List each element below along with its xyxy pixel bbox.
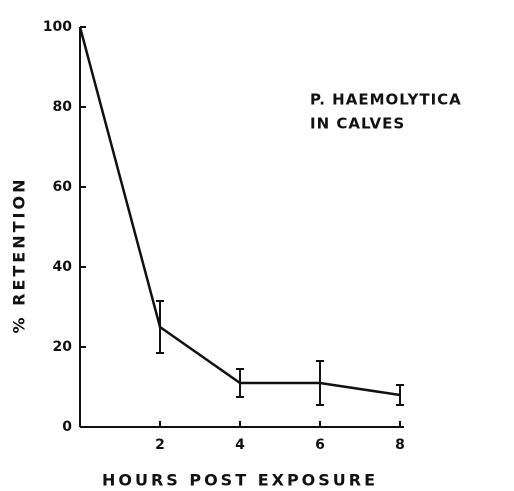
error-bar [156,300,164,354]
y-axis-label: % RETENTION [10,177,29,334]
x-tick-label: 2 [155,437,165,453]
x-tick-label: 8 [395,437,405,453]
x-tick-label: 4 [235,437,245,453]
y-tick-label: 40 [53,259,73,275]
annotation: IN CALVES [310,115,405,133]
annotation: P. HAEMOLYTICA [310,91,462,109]
x-tick-label: 6 [315,437,325,453]
y-tick-label: 20 [53,339,73,355]
y-tick-label: 100 [43,19,72,35]
line [78,26,401,397]
y-tick-label: 60 [53,179,73,195]
x-axis-label: HOURS POST EXPOSURE [102,471,378,490]
error-bar [316,360,324,406]
y-tick-label: 80 [53,99,73,115]
error-bar [396,384,404,406]
error-bar [236,368,244,398]
y-tick-label: 0 [62,419,72,435]
